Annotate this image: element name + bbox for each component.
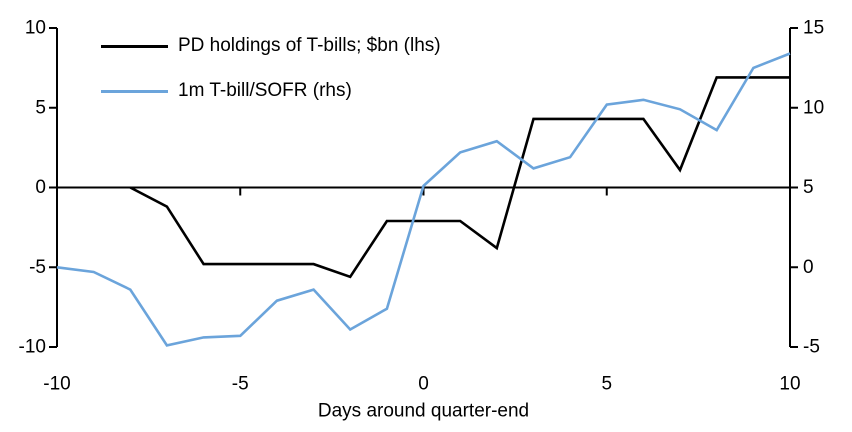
- right-axis-tick-label: 0: [803, 257, 814, 278]
- pd-holdings-line-swatch: [101, 44, 168, 48]
- tbill-sofr-line-swatch: [101, 89, 168, 93]
- x-axis-tick-label: 0: [418, 374, 429, 395]
- x-axis-tick-label: -10: [43, 374, 70, 395]
- left-axis-tick-label: 10: [25, 18, 46, 39]
- x-axis-tick-label: 10: [779, 374, 800, 395]
- legend-item-tbill-sofr: 1m T-bill/SOFR (rhs): [101, 79, 441, 103]
- right-axis-tick-label: 15: [803, 18, 824, 39]
- legend-label-pd-holdings: PD holdings of T-bills; $bn (lhs): [178, 35, 441, 56]
- right-axis-tick-label: -5: [803, 337, 820, 358]
- x-axis-tick-label: 5: [601, 374, 612, 395]
- legend-label-tbill-sofr: 1m T-bill/SOFR (rhs): [178, 80, 352, 101]
- left-axis-tick-label: 5: [35, 97, 46, 118]
- series-line-pd-holdings: [129, 76, 790, 279]
- left-axis-tick-label: 0: [35, 177, 46, 198]
- series-line-tbill-sofr: [56, 52, 791, 347]
- legend-item-pd-holdings: PD holdings of T-bills; $bn (lhs): [101, 34, 441, 58]
- right-axis-tick-label: 10: [803, 97, 824, 118]
- left-axis-tick-label: -5: [29, 257, 46, 278]
- right-axis-tick-label: 5: [803, 177, 814, 198]
- x-axis-title: Days around quarter-end: [318, 401, 529, 422]
- left-axis-tick-label: -10: [19, 337, 46, 358]
- legend: PD holdings of T-bills; $bn (lhs) 1m T-b…: [101, 34, 441, 124]
- x-axis-tick-label: -5: [232, 374, 249, 395]
